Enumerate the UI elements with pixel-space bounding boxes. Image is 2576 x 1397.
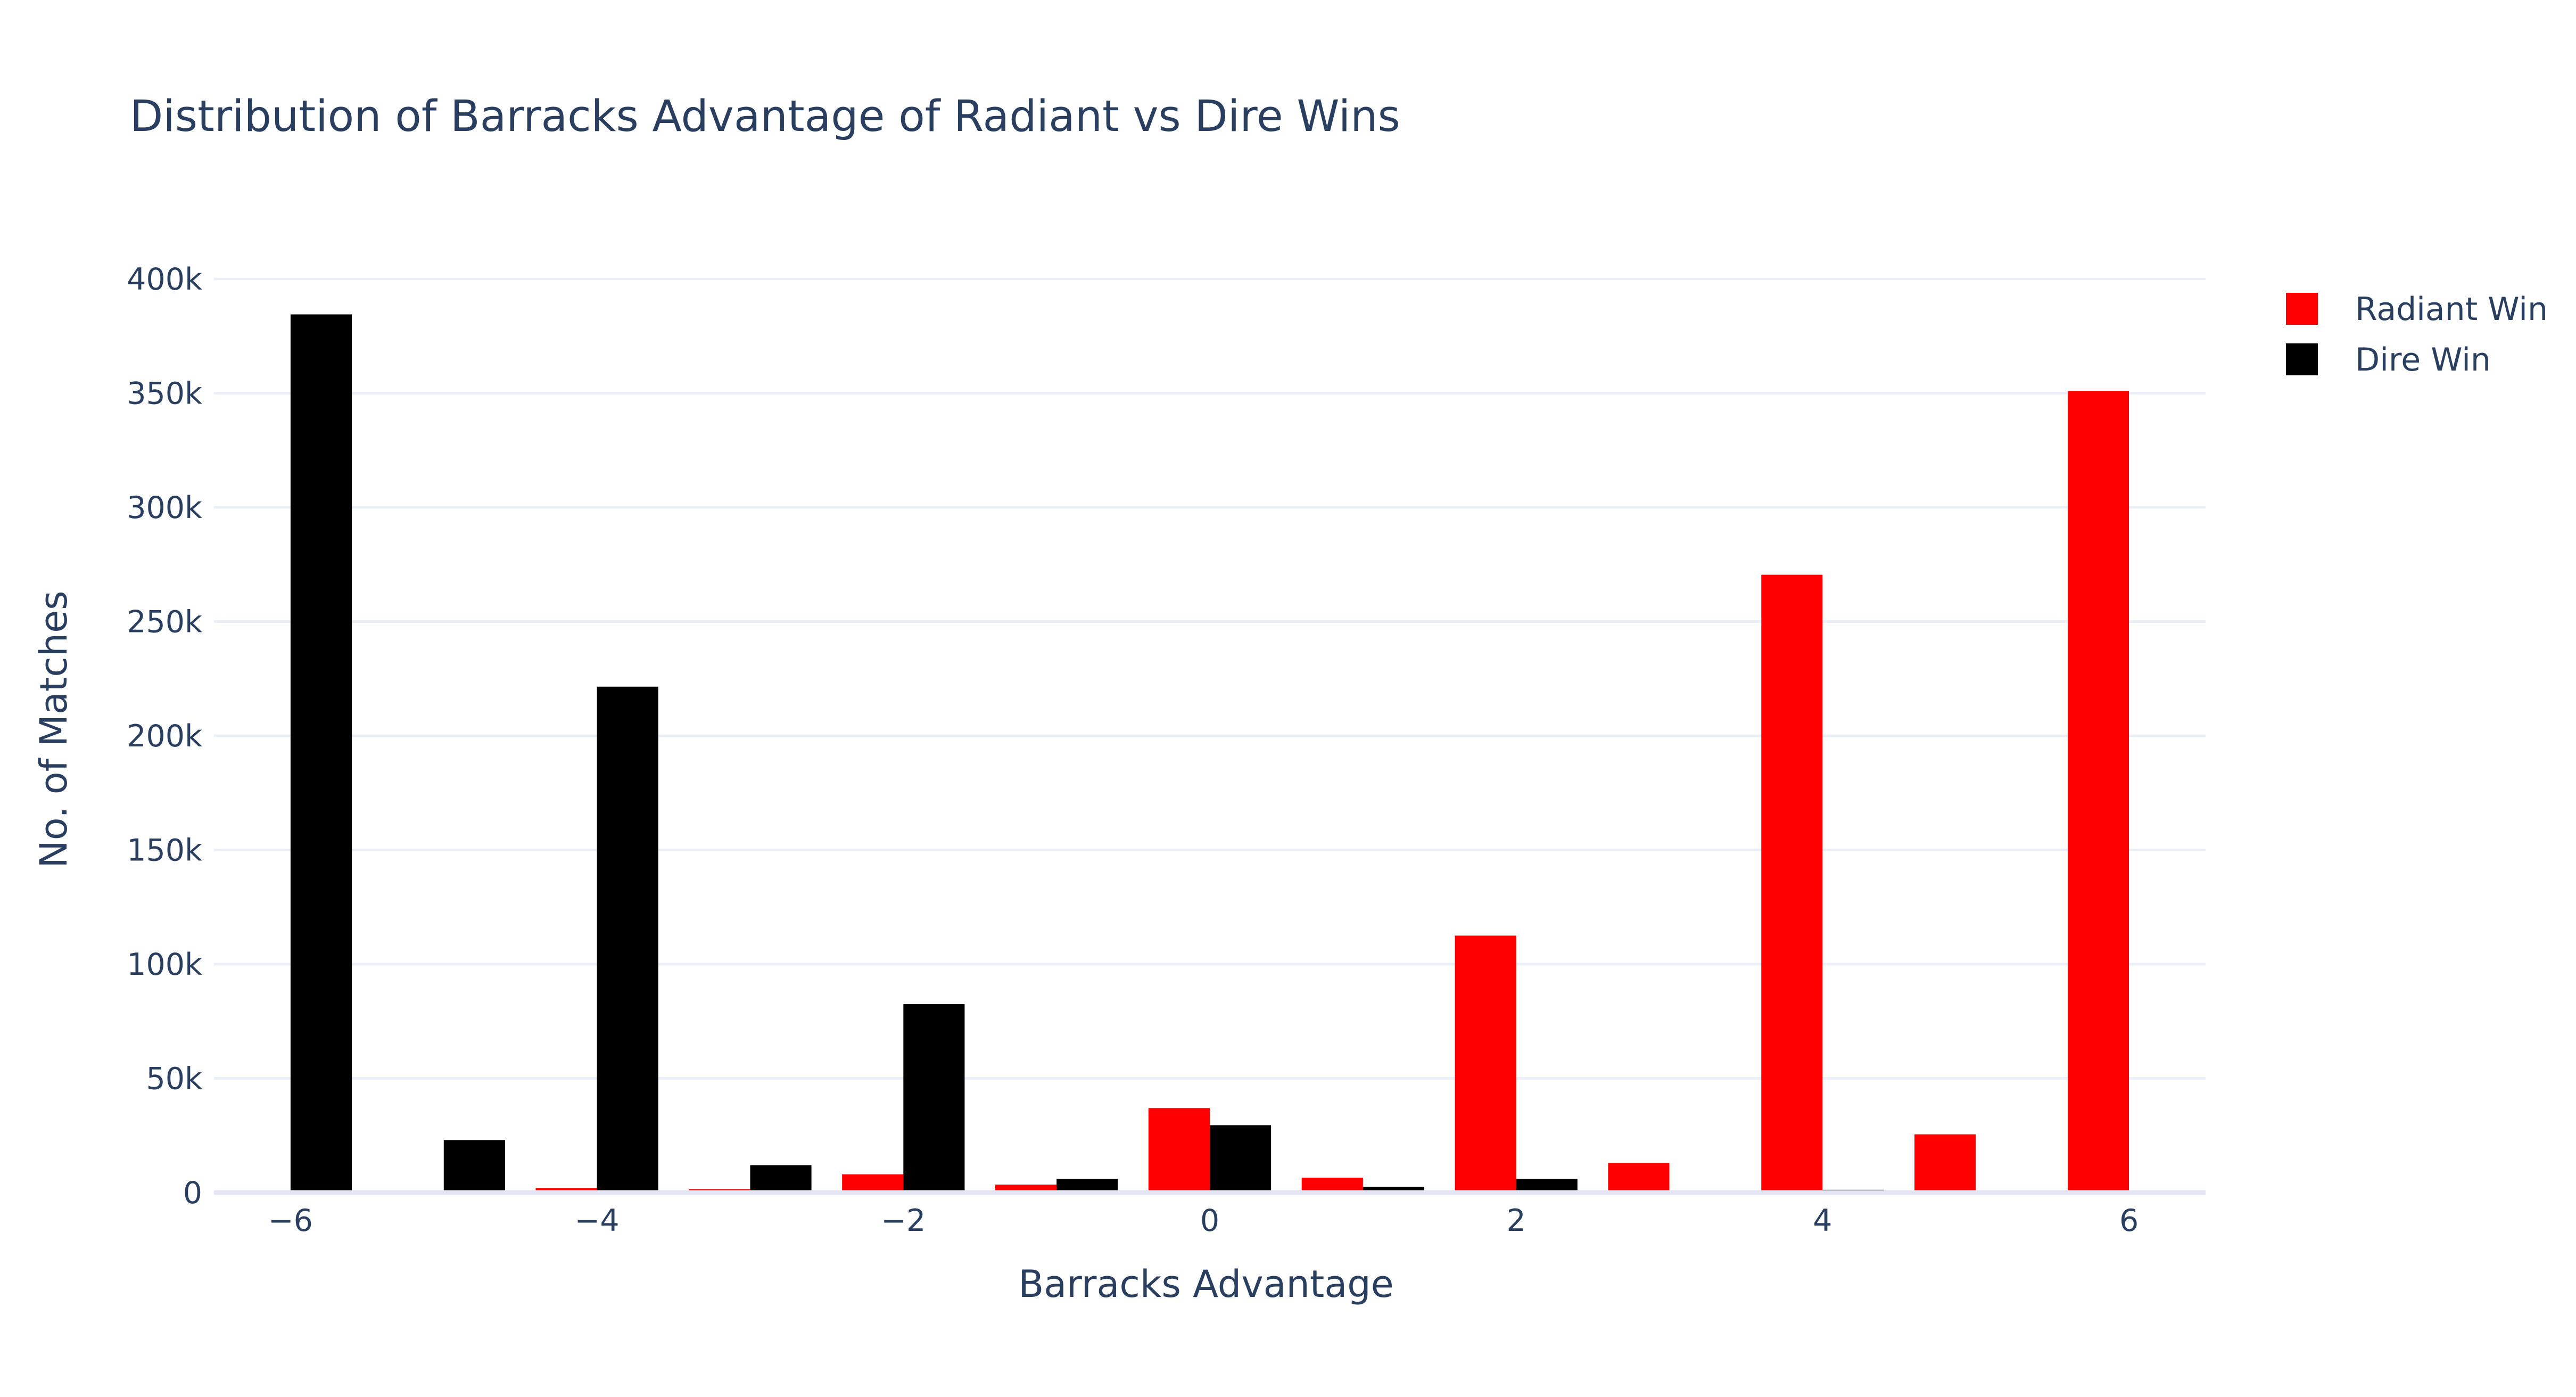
bar-dire-win[interactable] bbox=[903, 1004, 965, 1193]
y-tick-label: 250k bbox=[127, 605, 202, 640]
bar-radiant-win[interactable] bbox=[1455, 935, 1516, 1193]
bar-radiant-win[interactable] bbox=[2067, 391, 2129, 1193]
legend-label: Dire Win bbox=[2355, 341, 2491, 379]
bar-dire-win[interactable] bbox=[443, 1140, 505, 1193]
y-tick-label: 150k bbox=[127, 833, 202, 868]
y-tick-label: 400k bbox=[127, 262, 202, 297]
chart-title: Distribution of Barracks Advantage of Ra… bbox=[130, 92, 1400, 142]
legend-swatch bbox=[2286, 343, 2318, 375]
x-tick-label: −6 bbox=[268, 1203, 313, 1238]
bar-dire-win[interactable] bbox=[1210, 1125, 1272, 1193]
bar-radiant-win[interactable] bbox=[1761, 574, 1823, 1193]
y-tick-label: 300k bbox=[127, 490, 202, 525]
x-axis-ticks: −6 −4 −2 0 2 4 6 bbox=[268, 1203, 2139, 1238]
legend-item[interactable]: Dire Win bbox=[2286, 341, 2491, 379]
bar-dire-win[interactable] bbox=[290, 314, 352, 1193]
x-tick-label: 2 bbox=[1507, 1203, 1526, 1238]
x-tick-label: −2 bbox=[881, 1203, 926, 1238]
y-tick-label: 350k bbox=[127, 376, 202, 412]
x-tick-label: 0 bbox=[1200, 1203, 1219, 1238]
bar-dire-win[interactable] bbox=[750, 1165, 812, 1193]
gridlines bbox=[214, 277, 2206, 1080]
x-axis-title: Barracks Advantage bbox=[1018, 1262, 1394, 1306]
bar-radiant-win[interactable] bbox=[842, 1174, 904, 1193]
x-tick-label: 4 bbox=[1813, 1203, 1832, 1238]
y-axis-title: No. of Matches bbox=[32, 590, 76, 868]
bar-radiant-win[interactable] bbox=[1148, 1108, 1210, 1193]
bar-radiant-win[interactable] bbox=[1608, 1163, 1670, 1193]
y-tick-label: 0 bbox=[183, 1176, 202, 1211]
legend-label: Radiant Win bbox=[2355, 291, 2548, 328]
y-axis-ticks: 0 50k 100k 150k 200k 250k 300k 350k 400k bbox=[127, 262, 202, 1211]
bar-dire-win[interactable] bbox=[1363, 1187, 1424, 1193]
x-tick-label: −4 bbox=[575, 1203, 620, 1238]
bars bbox=[229, 314, 2191, 1193]
legend-swatch bbox=[2286, 293, 2318, 325]
bar-dire-win[interactable] bbox=[597, 686, 658, 1193]
y-tick-label: 50k bbox=[146, 1062, 202, 1097]
bar-radiant-win[interactable] bbox=[1301, 1178, 1363, 1193]
legend-item[interactable]: Radiant Win bbox=[2286, 291, 2548, 328]
y-tick-label: 200k bbox=[127, 719, 202, 754]
x-tick-label: 6 bbox=[2119, 1203, 2139, 1238]
legend: Radiant Win Dire Win bbox=[2286, 291, 2548, 379]
y-tick-label: 100k bbox=[127, 947, 202, 982]
bar-radiant-win[interactable] bbox=[1914, 1134, 1976, 1193]
